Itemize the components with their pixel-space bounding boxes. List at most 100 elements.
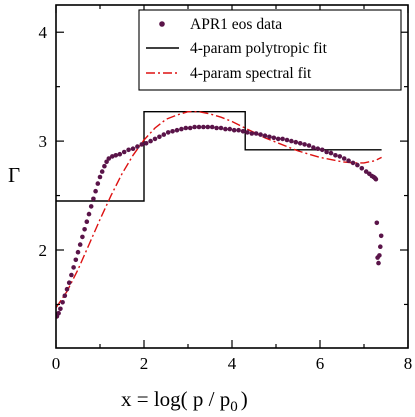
data-point [66,280,72,286]
data-point [333,153,338,158]
data-point [84,219,90,224]
data-point [161,132,167,137]
data-point [157,134,162,140]
data-point [148,138,153,144]
data-point [91,196,96,202]
data-point [110,154,115,159]
legend-label-apr1-data: APR1 eos data [190,16,282,33]
data-point [64,286,70,292]
data-point [113,153,119,158]
data-point [315,146,321,151]
data-point [289,138,294,144]
y-tick-label: 2 [39,241,48,260]
data-point [284,137,290,143]
x-tick-label: 6 [316,354,325,373]
data-point [77,242,83,247]
data-point [69,272,74,278]
data-point [102,163,107,169]
series-layer [56,110,384,319]
legend-box [138,9,402,91]
data-point [97,174,103,180]
data-point [104,159,109,165]
data-point [170,129,175,134]
data-point [337,154,343,159]
data-point [240,129,246,134]
data-point [245,130,250,135]
data-point [231,127,237,133]
y-tick-label: 3 [39,132,48,151]
data-point [253,131,259,136]
data-point [139,142,145,147]
data-point [280,136,285,142]
x-tick-label: 8 [404,354,413,373]
data-point [223,126,228,132]
data-point [376,260,381,266]
data-point [341,156,347,161]
data-point [297,141,303,146]
data-point [306,143,312,148]
data-point [135,144,140,149]
data-point [324,149,329,155]
data-point [75,249,81,255]
data-point [95,181,101,186]
data-point [187,125,193,131]
data-point [73,257,79,263]
data-point [143,141,149,146]
x-tick-label: 4 [228,354,237,373]
data-point [174,127,180,133]
data-point [82,227,87,232]
data-point [117,151,123,157]
data-point [293,139,299,145]
data-point [249,131,255,136]
data-point [80,234,85,240]
data-point [126,147,131,153]
data-point [258,132,263,137]
legend-label-polytropic-fit: 4-param polytropic fit [190,40,328,57]
data-point [350,160,356,166]
data-point [214,125,219,131]
data-point [58,306,63,312]
data-point [179,126,184,132]
legend-marker-apr1-data [159,21,165,27]
data-point [262,133,268,138]
data-point [373,176,379,182]
legend-label-spectral-fit: 4-param spectral fit [190,65,312,82]
data-point [275,136,281,142]
data-point [311,145,316,150]
data-point [60,300,65,305]
data-point [86,211,92,217]
data-point [93,188,98,194]
series-apr1-data [56,124,384,319]
data-point [359,166,365,171]
y-tick-label: 4 [39,23,48,42]
data-point [106,156,112,161]
data-point [267,134,272,140]
data-point [192,124,197,130]
data-point [152,136,158,142]
x-axis-label: x = log( p / p0) [121,387,248,415]
data-point [183,125,189,131]
data-point [209,124,215,130]
data-point [374,220,380,226]
data-point [205,124,211,130]
data-point [377,253,382,258]
data-point [196,124,202,130]
data-point [165,130,171,135]
data-point [378,244,383,249]
data-point [71,265,76,270]
data-point [346,158,351,163]
data-point [328,150,334,156]
data-point [62,293,68,299]
y-axis-label: Γ [8,163,20,187]
data-point [88,204,94,209]
data-point [271,135,277,141]
x-tick-label: 2 [140,354,149,373]
data-point [121,149,127,155]
data-point [236,127,241,133]
data-point [227,126,233,132]
axis-tick-labels: 0 2 4 6 8 2 3 4 [39,23,413,373]
data-point [130,146,136,151]
data-point [218,125,224,131]
